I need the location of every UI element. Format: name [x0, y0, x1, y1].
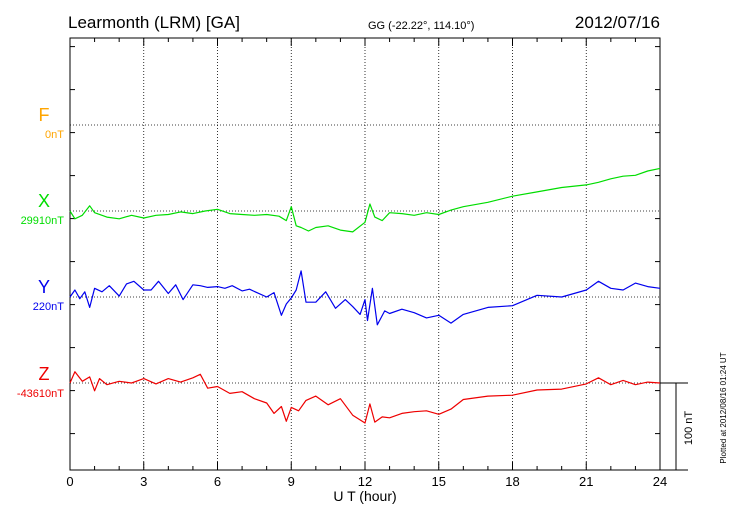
- component-labels: F 0nT X 29910nT Y 220nT Z -43610nT: [17, 105, 64, 400]
- x-tick-label: 24: [653, 474, 667, 489]
- series-line-y: [69, 270, 661, 326]
- component-name-z: Z: [39, 364, 50, 384]
- scale-bar-label: 100 nT: [683, 411, 695, 446]
- x-tick-label: 15: [432, 474, 446, 489]
- component-baseline-x: 29910nT: [21, 215, 65, 227]
- x-tick-labels: 0 3 6 9 12 15 18 21 24: [66, 474, 667, 489]
- station-coords: GG (-22.22°, 114.10°): [368, 20, 474, 32]
- series-line-z: [69, 371, 661, 424]
- series-lines: [69, 167, 661, 424]
- x-tick-label: 18: [505, 474, 519, 489]
- component-name-x: X: [38, 191, 50, 211]
- x-tick-label: 21: [579, 474, 593, 489]
- scale-bar: 100 nT: [660, 382, 695, 471]
- x-tick-label: 3: [140, 474, 147, 489]
- axis-ticks: [69, 38, 661, 470]
- chart-date: 2012/07/16: [575, 13, 660, 32]
- x-tick-label: 9: [288, 474, 295, 489]
- x-tick-label: 0: [66, 474, 73, 489]
- series-line-x: [69, 167, 661, 233]
- component-name-f: F: [39, 105, 50, 125]
- grid: [70, 38, 660, 470]
- x-axis-label: U T (hour): [333, 488, 396, 504]
- component-baseline-f: 0nT: [45, 129, 64, 141]
- x-tick-label: 12: [358, 474, 372, 489]
- component-name-y: Y: [38, 277, 50, 297]
- station-title: Learmonth (LRM) [GA]: [68, 13, 240, 32]
- component-baseline-y: 220nT: [33, 301, 64, 313]
- component-baseline-z: -43610nT: [17, 388, 64, 400]
- plotted-timestamp: Plotted at 2012/08/16 01:24 UT: [719, 352, 728, 463]
- x-tick-label: 6: [214, 474, 221, 489]
